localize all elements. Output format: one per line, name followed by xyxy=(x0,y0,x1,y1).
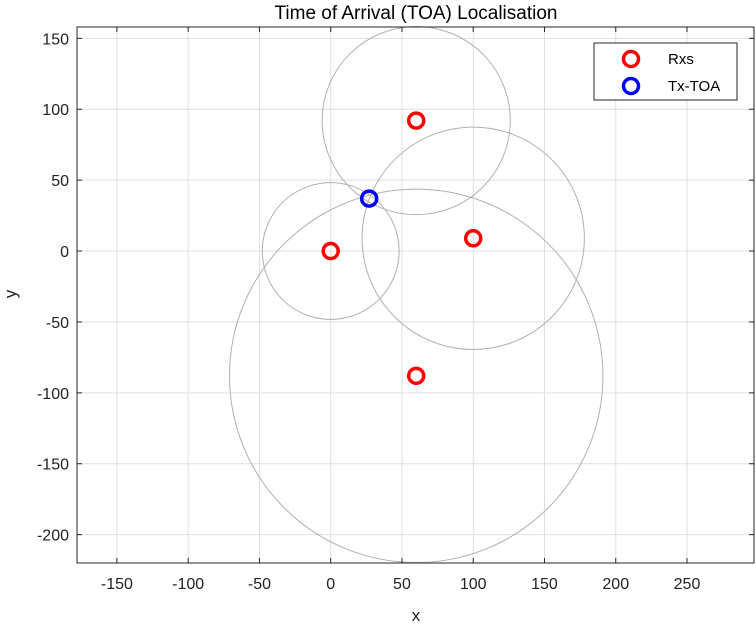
y-ticks: -200 -150 -100 -50 0 50 100 150 xyxy=(37,31,754,545)
y-tick-label: -150 xyxy=(37,457,69,474)
range-circle xyxy=(229,188,604,564)
marker-rxs xyxy=(321,241,340,261)
range-circle xyxy=(361,126,585,350)
y-tick-label: -200 xyxy=(37,528,69,545)
x-tick-label: -150 xyxy=(101,576,133,593)
x-tick-label: 150 xyxy=(531,576,558,593)
chart-title: Time of Arrival (TOA) Localisation xyxy=(275,3,558,24)
x-tick-label: 250 xyxy=(674,576,701,593)
range-circles xyxy=(229,26,604,564)
x-tick-label: 100 xyxy=(460,576,487,593)
y-tick-label: -50 xyxy=(46,315,69,332)
x-tick-label: -100 xyxy=(172,576,204,593)
x-axis-label: x xyxy=(412,606,421,625)
y-tick-label: 100 xyxy=(42,102,69,119)
legend-marker-tx-toa xyxy=(621,76,641,96)
grid xyxy=(77,27,754,563)
axes-box xyxy=(76,26,755,564)
range-circle xyxy=(261,182,400,320)
y-tick-label: -100 xyxy=(37,386,69,403)
legend-box xyxy=(593,42,738,101)
markers xyxy=(321,111,483,386)
range-circle xyxy=(321,26,511,216)
legend-label-rxs: Rxs xyxy=(668,51,694,68)
marker-rxs xyxy=(406,366,426,386)
y-axis-label: y xyxy=(1,289,20,298)
legend-marker-rxs xyxy=(621,49,641,69)
x-tick-label: 50 xyxy=(393,576,411,593)
marker-rxs xyxy=(463,229,483,248)
y-tick-label: 150 xyxy=(42,31,69,48)
x-tick-label: 200 xyxy=(602,576,629,593)
marker-tx-toa xyxy=(359,189,379,208)
legend: Rxs Tx-TOA xyxy=(593,42,738,101)
x-tick-label: 0 xyxy=(326,576,335,593)
y-tick-label: 0 xyxy=(60,244,69,261)
x-tick-label: -50 xyxy=(248,576,271,593)
marker-rxs xyxy=(406,111,426,130)
x-ticks: -150 -100 -50 0 50 100 150 200 250 xyxy=(101,27,701,593)
y-tick-label: 50 xyxy=(51,173,69,190)
legend-label-tx-toa: Tx-TOA xyxy=(668,78,720,95)
